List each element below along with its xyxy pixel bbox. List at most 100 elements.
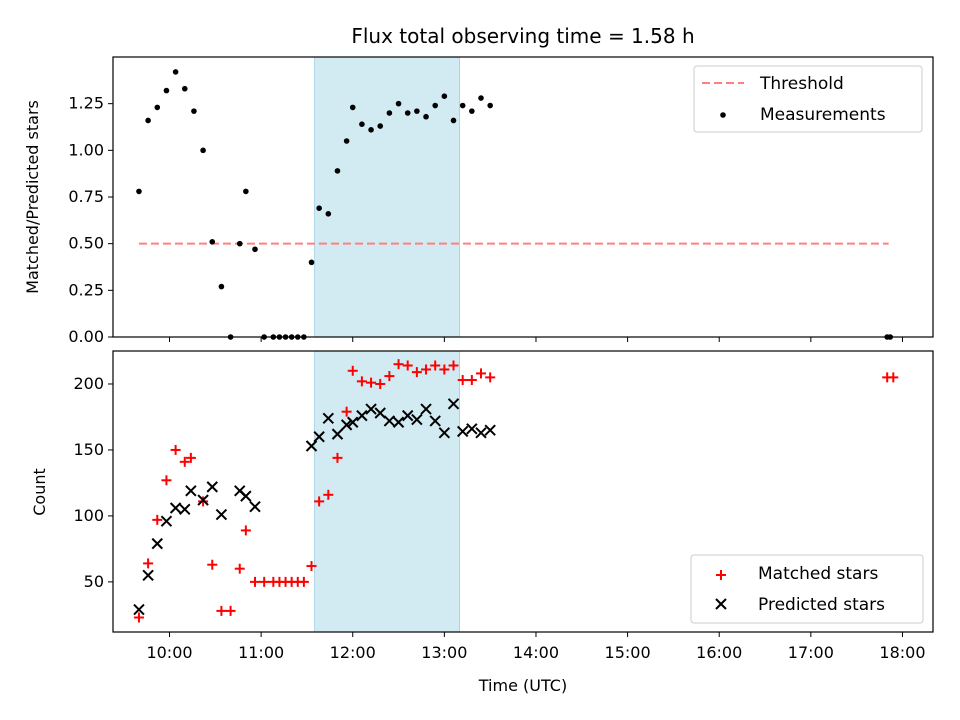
bottom-highlight-span [314, 350, 461, 633]
matched-star-point [384, 371, 395, 382]
top-y-tick-label: 1.25 [68, 94, 104, 113]
predicted-star-point [374, 407, 386, 419]
measurement-point [136, 188, 142, 195]
measurement-point [218, 283, 225, 290]
predicted-star-point [438, 427, 451, 439]
top-y-axis-label: Matched/Predicted stars [23, 100, 42, 294]
predicted-star-point [197, 494, 209, 506]
bottom-x-tick-label: 13:00 [421, 643, 467, 662]
legend-measurements-swatch [720, 112, 726, 118]
predicted-star-point [169, 502, 182, 514]
matched-star-point [298, 576, 309, 587]
predicted-star-point [466, 423, 478, 435]
predicted-star-point [322, 412, 335, 424]
matched-star-point [457, 375, 468, 386]
measurement-point [487, 102, 493, 109]
measurement-point [395, 100, 402, 107]
predicted-star-point [383, 415, 396, 427]
bottom-y-axis-label: Count [30, 468, 49, 516]
predicted-star-point [240, 490, 252, 502]
matched-star-point [234, 563, 245, 574]
matched-star-point [421, 364, 432, 375]
bottom-legend-frame [690, 554, 924, 624]
predicted-star-point [475, 427, 487, 439]
matched-star-point [143, 558, 154, 569]
measurement-point [469, 108, 475, 114]
measurement-point [325, 211, 332, 217]
measurement-point [163, 87, 170, 94]
matched-star-point [225, 605, 236, 616]
legend-matched-label: Matched stars [758, 564, 878, 584]
top-y-tick-label: 1.00 [68, 140, 104, 159]
bottom-plot-frame [112, 350, 934, 633]
predicted-star-point [340, 419, 353, 431]
matched-star-point [439, 364, 450, 375]
measurement-point [145, 117, 151, 124]
matched-star-point [430, 360, 441, 371]
measurement-point [154, 104, 161, 111]
matched-star-point [216, 605, 227, 616]
measurement-point [359, 121, 365, 127]
measurement-point [252, 246, 258, 253]
legend-threshold-label: Threshold [759, 74, 844, 94]
predicted-star-point [151, 537, 163, 550]
measurement-point [478, 95, 484, 101]
top-y-tick-label: 0.25 [68, 280, 104, 299]
predicted-star-point [305, 440, 318, 452]
top-y-tick-label: 0.00 [68, 327, 104, 346]
bottom-x-tick-label: 10:00 [146, 643, 192, 662]
measurement-point [386, 110, 393, 116]
matched-star-point [240, 525, 251, 536]
measurement-point [308, 259, 315, 266]
predicted-star-point [133, 603, 145, 616]
matched-star-point [476, 368, 487, 379]
predicted-star-point [185, 485, 197, 497]
measurement-point [243, 188, 249, 195]
predicted-star-point [313, 431, 325, 443]
bottom-x-tick-label: 16:00 [696, 643, 742, 662]
matched-star-point [259, 576, 270, 587]
measurement-point [459, 102, 466, 109]
measurement-point [316, 205, 322, 211]
legend-matched-swatch [716, 570, 726, 580]
predicted-star-point [356, 409, 368, 422]
matched-star-point [170, 444, 181, 455]
predicted-star-point [447, 398, 460, 410]
predicted-star-point [160, 515, 173, 527]
measurement-point [172, 69, 179, 75]
measurement-point [349, 104, 356, 111]
matched-star-point [888, 372, 899, 383]
matched-star-point [314, 496, 325, 507]
top-y-tick-label: 0.75 [68, 187, 104, 206]
matched-star-point [448, 360, 459, 371]
measurement-point [450, 117, 457, 124]
predicted-star-point [392, 416, 405, 428]
predicted-star-point [484, 424, 496, 436]
predicted-star-point [206, 481, 218, 493]
legend-measurements-label: Measurements [760, 105, 886, 125]
measurement-point [423, 113, 429, 120]
measurement-point [441, 93, 448, 99]
bottom-x-tick-label: 18:00 [879, 643, 925, 662]
predicted-star-point [429, 415, 441, 427]
measurement-point [236, 240, 243, 247]
matched-star-point [152, 514, 163, 525]
bottom-x-tick-label: 12:00 [330, 643, 376, 662]
measurement-point [191, 108, 197, 114]
bottom-legend: Matched stars Predicted stars [690, 554, 924, 624]
measurement-point [432, 102, 438, 109]
matched-star-point [207, 559, 218, 570]
predicted-star-point [402, 409, 414, 422]
measurement-point [181, 85, 188, 92]
bottom-y-tick-label: 200 [73, 374, 104, 393]
predicted-star-point [411, 413, 423, 426]
top-legend-frame [693, 65, 923, 133]
measurement-point [343, 138, 350, 144]
matched-star-point [375, 378, 386, 389]
bottom-y-tick-label: 100 [73, 506, 104, 525]
matched-star-point [366, 377, 377, 388]
measurement-point [368, 127, 374, 133]
top-y-tick-label: 0.50 [68, 234, 104, 253]
measurement-point [404, 110, 411, 116]
